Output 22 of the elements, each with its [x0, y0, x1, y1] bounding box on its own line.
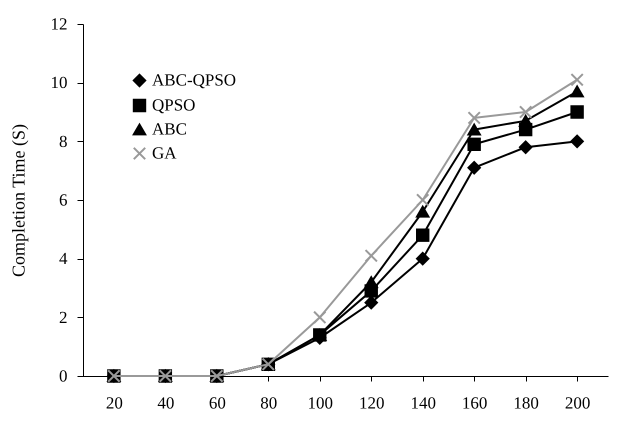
legend-label: GA	[152, 144, 178, 162]
y-tick-label: 4	[59, 249, 68, 268]
y-tick-label: 0	[59, 366, 68, 386]
y-axis-title: Completion Time (S)	[8, 124, 28, 278]
legend-label: ABC	[152, 120, 187, 138]
y-tick-label: 6	[59, 190, 68, 210]
x-tick-label: 40	[157, 394, 174, 412]
x-tick-label: 140	[410, 394, 436, 412]
x-tick-label: 60	[208, 394, 226, 412]
x-tick-label: 80	[260, 394, 278, 412]
x-tick-label: 160	[462, 394, 488, 412]
x-tick-label: 100	[308, 394, 334, 412]
x-tick-label: 20	[106, 394, 123, 412]
y-tick-label: 12	[50, 14, 68, 34]
legend-label: QPSO	[152, 96, 196, 114]
x-tick-label: 200	[564, 394, 590, 412]
legend-label: ABC-QPSO	[152, 70, 236, 90]
y-tick-label: 10	[50, 73, 68, 92]
x-tick-label: 120	[358, 394, 384, 412]
y-tick-label: 2	[59, 308, 68, 327]
x-tick-label: 180	[513, 394, 539, 412]
y-tick-label: 8	[59, 132, 68, 151]
